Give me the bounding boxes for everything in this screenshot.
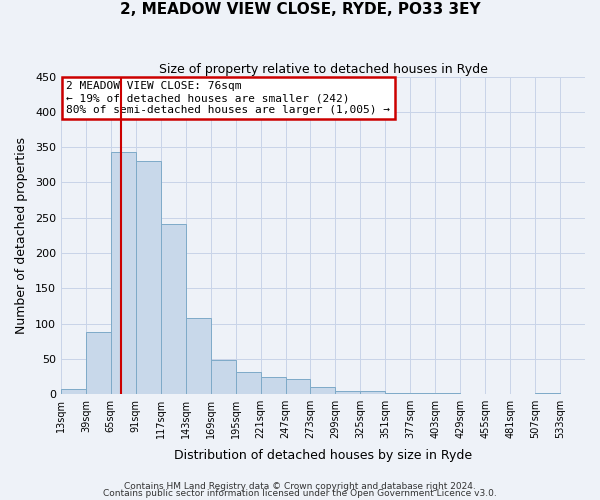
Bar [310,387,335,394]
Bar [111,152,136,394]
Bar [260,376,286,394]
Text: 2 MEADOW VIEW CLOSE: 76sqm
← 19% of detached houses are smaller (242)
80% of sem: 2 MEADOW VIEW CLOSE: 76sqm ← 19% of deta… [66,82,390,114]
Title: Size of property relative to detached houses in Ryde: Size of property relative to detached ho… [158,62,487,76]
Bar [335,390,361,394]
Bar [186,318,211,394]
Bar [361,392,385,394]
Bar [86,332,111,394]
Text: Contains HM Land Registry data © Crown copyright and database right 2024.: Contains HM Land Registry data © Crown c… [124,482,476,491]
Text: Contains public sector information licensed under the Open Government Licence v3: Contains public sector information licen… [103,490,497,498]
X-axis label: Distribution of detached houses by size in Ryde: Distribution of detached houses by size … [174,450,472,462]
Bar [236,372,260,394]
Text: 2, MEADOW VIEW CLOSE, RYDE, PO33 3EY: 2, MEADOW VIEW CLOSE, RYDE, PO33 3EY [119,2,481,18]
Bar [161,224,186,394]
Bar [136,162,161,394]
Bar [211,360,236,394]
Bar [385,392,410,394]
Y-axis label: Number of detached properties: Number of detached properties [15,137,28,334]
Bar [61,389,86,394]
Bar [286,380,310,394]
